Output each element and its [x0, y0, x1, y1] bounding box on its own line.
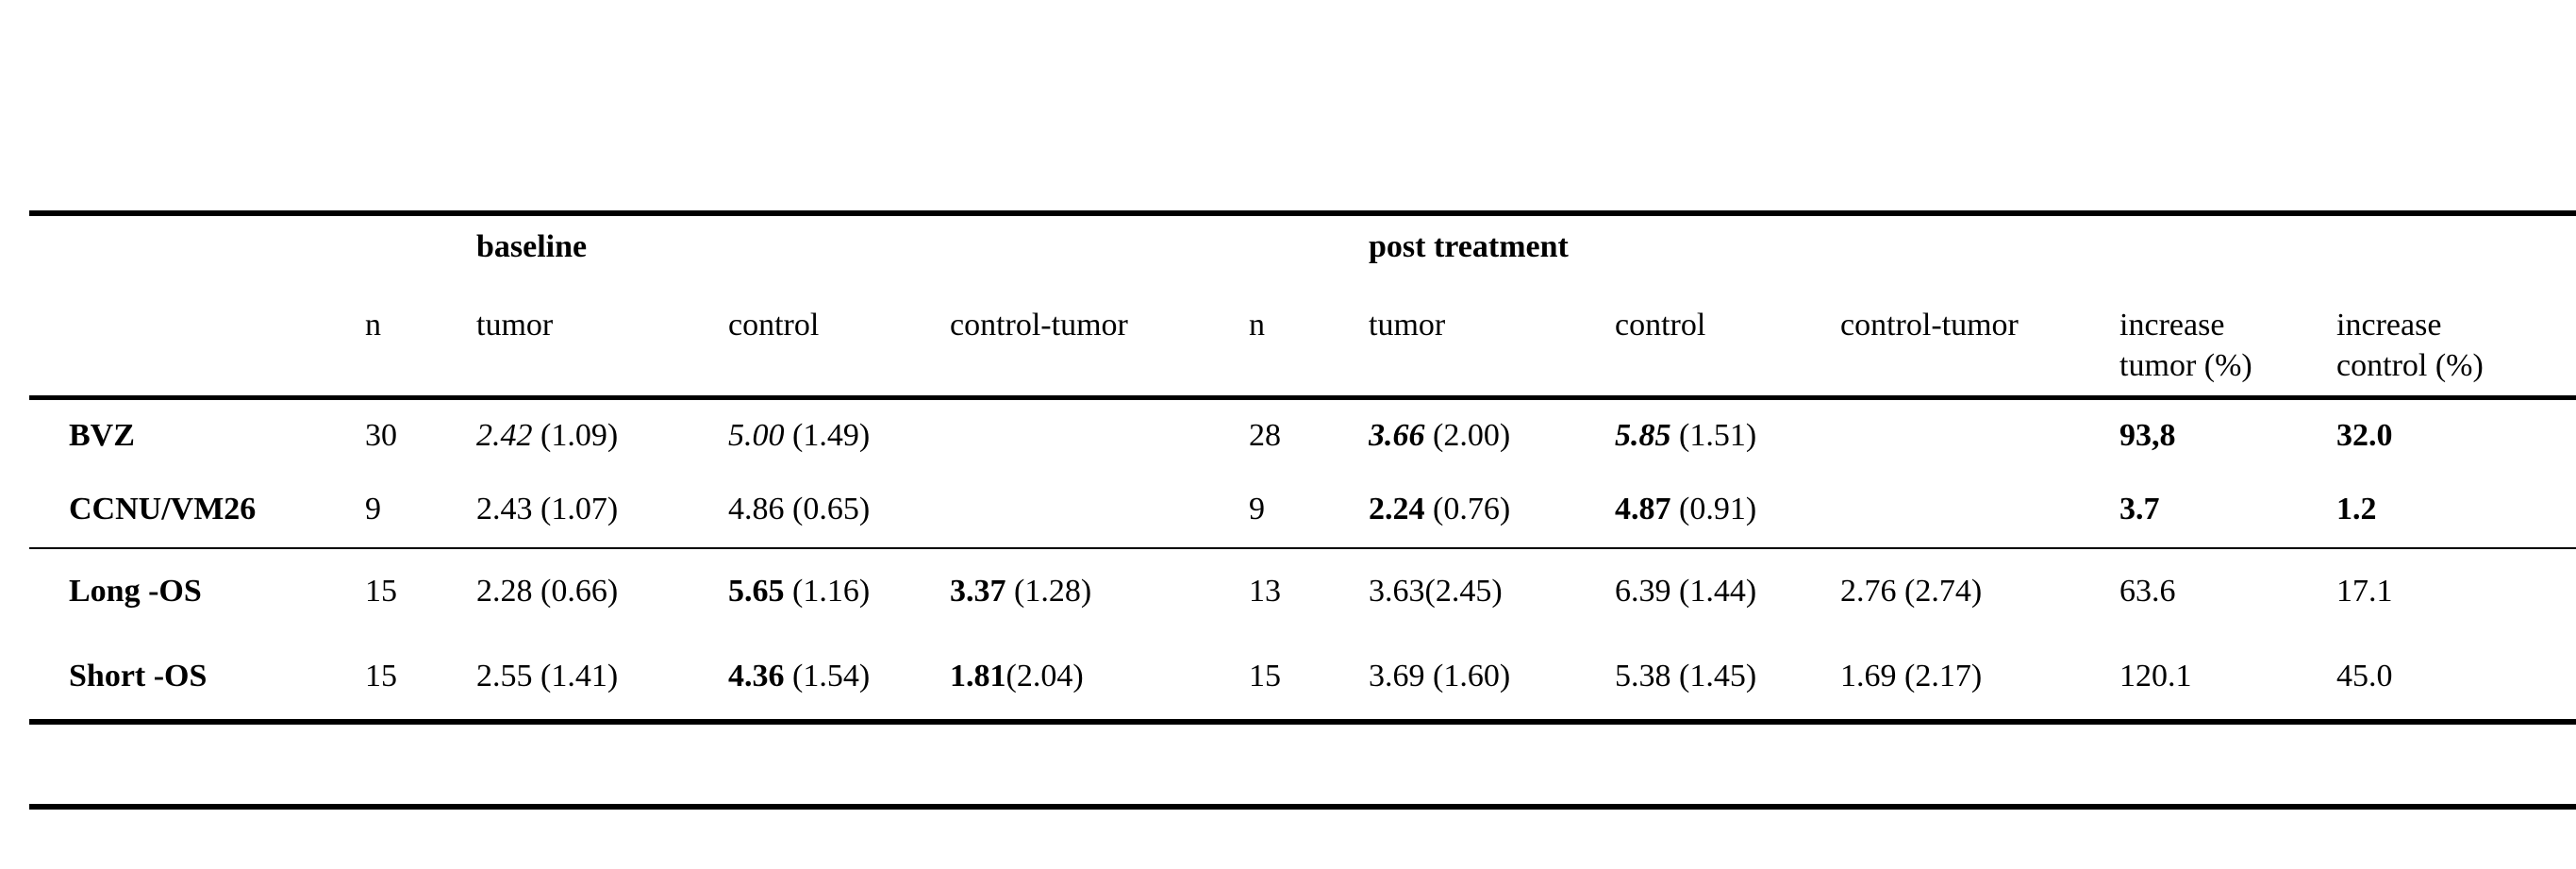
table-cell: 2.76 (2.74) [1840, 574, 1983, 610]
table-cell: 13 [1249, 574, 1282, 610]
cell-value: 93,8 [2119, 418, 2176, 453]
table-body: BVZ 30 2.42 (1.09) 5.00 (1.49) 28 3.66 (2.00)… [29, 397, 2576, 722]
table-cell: 9 [365, 473, 476, 549]
table-cell: 28 [1249, 418, 1282, 453]
column-header: tumor [1369, 279, 1616, 400]
cell-value: 3.66 [1369, 418, 1425, 453]
table-header: baseline post treatment n tumor control con… [29, 213, 2576, 400]
table-cell [950, 473, 1250, 549]
table-cell: 4.36 (1.54) [728, 659, 871, 694]
row-label: Short -OS [69, 659, 208, 694]
column-header: n [1249, 279, 1370, 400]
table-row: Short -OS 15 2.55 (1.41) 4.36 (1.54) 1.81(2.… [29, 635, 2576, 722]
table-cell: 3.7 [2119, 473, 2337, 549]
cell-value: 2.42 [476, 418, 533, 453]
row-label: BVZ [69, 418, 135, 453]
cell-value: 4.87 [1615, 492, 1671, 527]
group-header-row: baseline post treatment [29, 213, 2576, 279]
cell-value: 1.81 [950, 659, 1006, 694]
column-header: control [1615, 279, 1841, 400]
column-header: control-tumor [1840, 279, 2120, 400]
table-cell: 5.38 (1.45) [1615, 659, 1757, 694]
row-label: Long -OS [69, 574, 202, 610]
group-header-spacer [2119, 213, 2576, 279]
table-cell: 1.69 (2.17) [1840, 659, 1983, 694]
cell-value: 3.37 [950, 574, 1006, 610]
table-row: BVZ 30 2.42 (1.09) 5.00 (1.49) 28 3.66 (2.00)… [29, 397, 2576, 473]
table-row: CCNU/VM26 9 2.43 (1.07) 4.86 (0.65) 9 2.24 (0… [29, 473, 2576, 549]
table-cell: 2.55 (1.41) [476, 659, 619, 694]
table-cell: 120.1 [2119, 659, 2192, 694]
table-cell: 4.87 (0.91) [1615, 473, 1841, 549]
group-header-baseline: baseline [476, 229, 588, 265]
cell-value: 2.24 [1369, 492, 1425, 527]
group-header-post-treatment: post treatment [1369, 229, 1569, 265]
table-cell: 2.42 (1.09) [476, 418, 619, 453]
table-cell: 3.63(2.45) [1369, 574, 1503, 610]
table-cell: 5.00 (1.49) [728, 418, 871, 453]
table-row: Long -OS 15 2.28 (0.66) 5.65 (1.16) 3.37 (1.… [29, 548, 2576, 635]
table-cell: 15 [365, 574, 397, 610]
column-header: control [728, 279, 950, 400]
cell-value: 5.00 [728, 418, 785, 453]
table-cell: 1.81(2.04) [950, 659, 1084, 694]
table-cell: 9 [1249, 473, 1370, 549]
column-header [29, 279, 365, 400]
table-cell [1840, 473, 2120, 549]
table-cell [1840, 397, 2119, 473]
table-cell: 6.39 (1.44) [1615, 574, 1757, 610]
table-cell: 93,8 [2119, 397, 2336, 473]
cell-value: 4.36 [728, 659, 785, 694]
column-header: control-tumor [950, 279, 1250, 400]
table-cell: 32.0 [2336, 397, 2576, 473]
table-cell: 3.37 (1.28) [950, 574, 1092, 610]
table-cell: 15 [1249, 659, 1282, 694]
table-cell: 5.65 (1.16) [728, 574, 871, 610]
table-cell: 1.2 [2336, 473, 2576, 549]
cell-value: 5.85 [1615, 418, 1671, 453]
table-cell: 3.69 (1.60) [1369, 659, 1511, 694]
cell-value: 3.7 [2119, 492, 2160, 527]
table-cell: 45.0 [2336, 659, 2393, 694]
results-table-wrapper: baseline post treatment n tumor control con… [29, 210, 2576, 725]
column-header: increase control (%) [2336, 279, 2576, 400]
table-cell: 30 [365, 418, 397, 453]
table-cell: 17.1 [2336, 574, 2393, 610]
table-cell: 2.28 (0.66) [476, 574, 619, 610]
table-cell: 2.43 (1.07) [476, 473, 728, 549]
group-header-spacer [29, 213, 476, 279]
table-cell: 15 [365, 659, 397, 694]
column-header: n [365, 279, 476, 400]
table-cell: 5.85 (1.51) [1615, 418, 1757, 453]
column-header-row: n tumor control control-tumor n tumor control c… [29, 279, 2576, 400]
cell-value: 32.0 [2336, 418, 2393, 453]
cell-value: 5.65 [728, 574, 785, 610]
group-header-spacer [1249, 213, 1369, 279]
bottom-rule [29, 804, 2576, 810]
table-cell: 63.6 [2119, 574, 2176, 610]
results-table: baseline post treatment n tumor control con… [29, 210, 2576, 725]
row-label: CCNU/VM26 [29, 473, 365, 549]
cell-value: 1.2 [2336, 492, 2377, 527]
table-cell [950, 397, 1249, 473]
table-cell: 4.86 (0.65) [728, 473, 950, 549]
column-header: tumor [476, 279, 728, 400]
table-cell: 3.66 (2.00) [1369, 418, 1511, 453]
column-header: increase tumor (%) [2119, 279, 2337, 400]
table-cell: 2.24 (0.76) [1369, 473, 1616, 549]
